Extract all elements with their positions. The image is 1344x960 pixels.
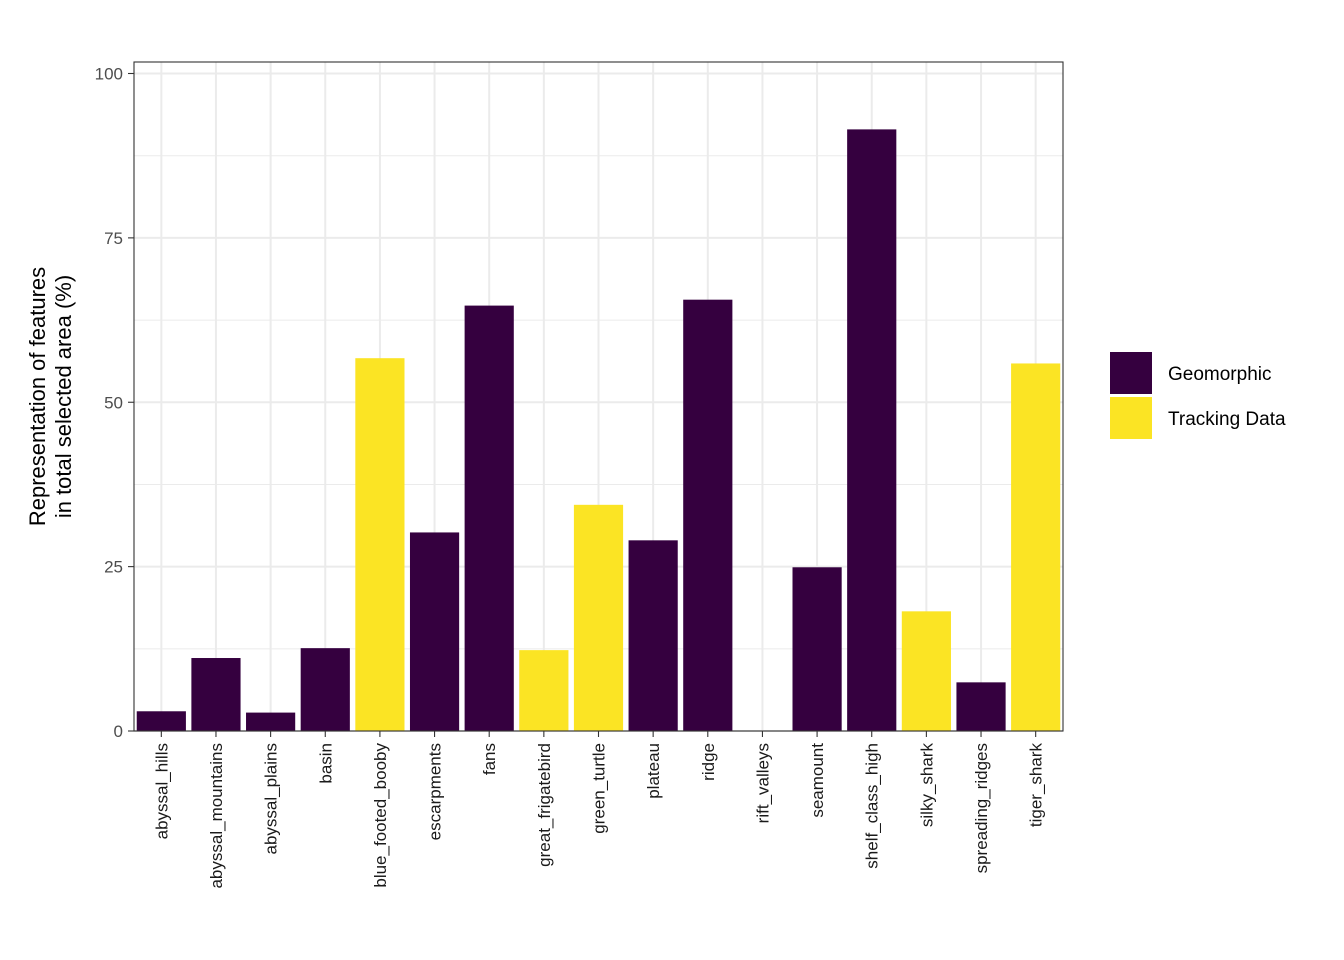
x-tick-label: fans	[480, 743, 499, 775]
x-axis: abyssal_hills abyssal_mountains abyssal_pl…	[152, 731, 1046, 889]
x-tick-label: escarpments	[426, 743, 445, 840]
x-tick-label: basin	[316, 743, 335, 784]
y-tick-label: 75	[104, 229, 123, 248]
bar-escarpments	[409, 532, 460, 731]
y-tick-label: 100	[95, 65, 123, 84]
bar-ridge	[683, 299, 733, 731]
x-tick-label: plateau	[644, 743, 663, 799]
x-tick-label: spreading_ridges	[972, 743, 991, 873]
bar-abyssal-hills	[136, 711, 186, 731]
bar-abyssal-mountains	[191, 658, 241, 731]
x-tick-label: abyssal_plains	[262, 743, 281, 855]
bar-silky-shark	[901, 611, 951, 731]
y-tick-label: 50	[104, 393, 123, 412]
bar-shelf-class-high	[847, 129, 897, 731]
y-axis: 0 25 50 75 100	[95, 65, 134, 741]
bar-abyssal-plains	[246, 712, 296, 731]
y-axis-title-line-1: Representation of features	[25, 267, 50, 526]
x-tick-label: tiger_shark	[1027, 743, 1046, 828]
bar-basin	[300, 648, 350, 731]
legend-key-tracking-data	[1110, 397, 1152, 439]
bar-fans	[464, 305, 514, 731]
x-tick-label: ridge	[699, 743, 718, 781]
legend-label-geomorphic: Geomorphic	[1168, 364, 1272, 385]
x-tick-label: shelf_class_high	[863, 743, 882, 869]
y-tick-label: 25	[104, 558, 123, 577]
x-tick-label: blue_footed_booby	[371, 743, 390, 888]
bar-plateau	[628, 540, 678, 731]
bar-green-turtle	[573, 504, 624, 731]
bar-spreading-ridges	[956, 682, 1006, 731]
bar-great-frigatebird	[519, 650, 569, 731]
x-tick-label: abyssal_mountains	[207, 743, 226, 889]
bar-blue-footed-booby	[355, 358, 405, 731]
legend-key-geomorphic	[1110, 352, 1152, 394]
bar-tiger-shark	[1011, 363, 1061, 731]
legend: Geomorphic Tracking Data	[1110, 352, 1286, 439]
y-tick-label: 0	[114, 722, 123, 741]
x-tick-label: seamount	[808, 743, 827, 818]
x-tick-label: rift_valleys	[753, 743, 772, 823]
bar-seamount	[792, 567, 842, 731]
x-tick-label: green_turtle	[590, 743, 609, 834]
x-tick-label: great_frigatebird	[535, 743, 554, 867]
legend-label-tracking-data: Tracking Data	[1168, 409, 1286, 430]
x-tick-label: abyssal_hills	[152, 743, 171, 839]
x-tick-label: silky_shark	[917, 743, 936, 828]
bars	[136, 129, 1061, 731]
y-axis-title-line-2: in total selected area (%)	[51, 275, 76, 518]
